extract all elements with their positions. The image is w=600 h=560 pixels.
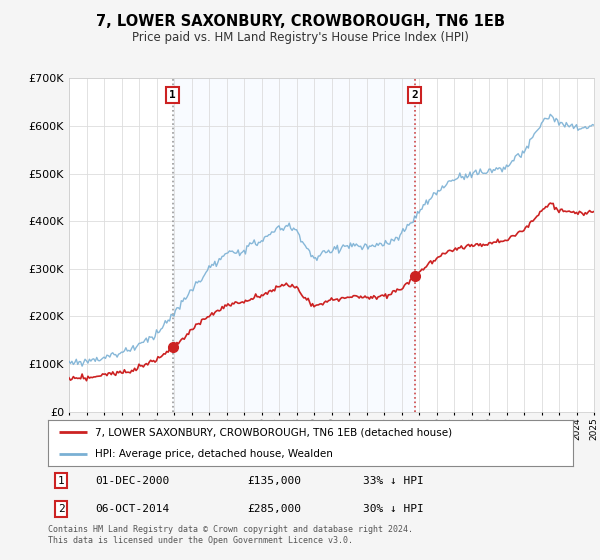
Text: Contains HM Land Registry data © Crown copyright and database right 2024.
This d: Contains HM Land Registry data © Crown c… (48, 525, 413, 545)
Text: 7, LOWER SAXONBURY, CROWBOROUGH, TN6 1EB (detached house): 7, LOWER SAXONBURY, CROWBOROUGH, TN6 1EB… (95, 427, 452, 437)
Text: 1: 1 (169, 90, 176, 100)
Text: 33% ↓ HPI: 33% ↓ HPI (363, 475, 424, 486)
Text: Price paid vs. HM Land Registry's House Price Index (HPI): Price paid vs. HM Land Registry's House … (131, 31, 469, 44)
Text: 7, LOWER SAXONBURY, CROWBOROUGH, TN6 1EB: 7, LOWER SAXONBURY, CROWBOROUGH, TN6 1EB (95, 14, 505, 29)
Text: 2: 2 (58, 504, 65, 514)
Text: 06-OCT-2014: 06-OCT-2014 (95, 504, 170, 514)
Text: 2: 2 (411, 90, 418, 100)
Text: HPI: Average price, detached house, Wealden: HPI: Average price, detached house, Weal… (95, 449, 333, 459)
Text: 1: 1 (58, 475, 65, 486)
Text: 01-DEC-2000: 01-DEC-2000 (95, 475, 170, 486)
Text: 30% ↓ HPI: 30% ↓ HPI (363, 504, 424, 514)
Bar (173, 78, 415, 412)
Text: £285,000: £285,000 (248, 504, 302, 514)
Text: £135,000: £135,000 (248, 475, 302, 486)
